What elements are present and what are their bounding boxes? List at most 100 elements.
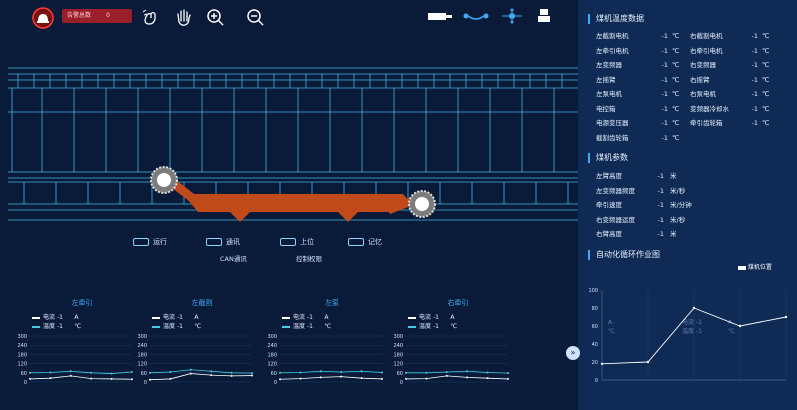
- hydraulic-support-frames: [8, 67, 578, 221]
- temperature-section-title: 煤机温度数据: [588, 14, 644, 24]
- cycle-ghost-b: 电流 -1 温度 -1: [682, 319, 702, 335]
- link-icon[interactable]: [462, 8, 490, 24]
- data-point: [405, 377, 407, 380]
- mini-chart-right-traction: 右牵引 电流 -1 A 温度 -1 ℃ 300 240 180 120 60 0: [388, 296, 509, 406]
- data-point: [784, 315, 788, 319]
- temp-label: 电源变压器: [596, 119, 629, 127]
- y-tick-label: 100: [588, 288, 598, 294]
- temp-value: -1: [661, 133, 668, 142]
- temp-label: 左摇臂: [596, 75, 616, 84]
- y-tick-label: 300: [137, 334, 147, 340]
- right-info-panel: 煤机温度数据 左截割电机 -1 ℃ 右截割电机 -1 ℃ 左牵引电机 -1 ℃ 右牵引电机 -1 ℃ 左…: [578, 0, 797, 410]
- legend-host-label: 上位: [300, 238, 314, 246]
- param-value: -1: [657, 215, 664, 224]
- temp-value: -1: [661, 61, 668, 69]
- mini-line-chart: 300 240 180 120 60 0: [393, 334, 509, 386]
- legend-run-label: 运行: [153, 238, 167, 246]
- temp-label: 右截割电机: [690, 32, 723, 40]
- y-tick-label: 120: [267, 362, 277, 368]
- temperature-row: 左牵引电机 -1 ℃ 右牵引电机 -1 ℃: [596, 45, 774, 55]
- data-point: [466, 376, 469, 379]
- cycle-ghost-a: A ℃: [608, 319, 615, 335]
- y-tick-label: 60: [271, 371, 277, 377]
- temp-unit: ℃: [672, 61, 680, 69]
- data-point: [189, 372, 192, 375]
- zoom-in-icon[interactable]: [204, 6, 226, 28]
- data-point: [405, 371, 407, 374]
- temp-legend: 温度 -1 ℃: [152, 321, 201, 330]
- data-point: [169, 377, 172, 380]
- y-tick-label: 180: [267, 352, 277, 358]
- param-value: -1: [657, 201, 664, 209]
- temp-value: -1: [751, 90, 758, 98]
- current-legend: 电流 -1 A: [282, 312, 328, 321]
- series-line: [405, 375, 509, 380]
- zoom-out-icon[interactable]: [244, 6, 266, 28]
- data-point: [360, 370, 363, 373]
- status-indicator-icon: [348, 238, 364, 246]
- temp-legend: 温度 -1 ℃: [282, 321, 331, 330]
- alarm-bell-icon[interactable]: [28, 6, 58, 30]
- data-point: [49, 371, 52, 374]
- y-tick-label: 120: [17, 362, 27, 368]
- data-point: [90, 371, 93, 374]
- params-section-title: 煤机参数: [588, 153, 628, 163]
- data-point: [230, 371, 233, 374]
- cycle-legend: 煤机位置: [738, 262, 772, 271]
- data-point: [169, 371, 172, 374]
- temp-unit: ℃: [762, 119, 770, 127]
- data-point: [299, 377, 302, 380]
- param-row: 右臂高度 -1 米: [596, 228, 677, 238]
- data-point: [738, 324, 742, 328]
- data-point: [279, 378, 281, 381]
- y-tick-label: 0: [400, 380, 403, 386]
- temp-label: 左泵电机: [596, 90, 622, 98]
- param-value: -1: [657, 186, 664, 195]
- device-icon[interactable]: [426, 8, 454, 24]
- y-tick-label: 60: [21, 371, 27, 377]
- temp-unit: ℃: [762, 46, 770, 55]
- data-point: [466, 370, 469, 373]
- current-legend: 电流 -1 A: [408, 312, 454, 321]
- data-point: [445, 374, 448, 377]
- temp-value: -1: [751, 32, 758, 40]
- network-node-icon[interactable]: [498, 8, 526, 24]
- y-tick-label: 80: [592, 306, 598, 312]
- y-tick-label: 60: [141, 371, 147, 377]
- data-point: [340, 371, 343, 374]
- temp-unit: ℃: [762, 104, 770, 113]
- temp-value: -1: [661, 75, 668, 84]
- temp-value: -1: [751, 104, 758, 113]
- temperature-row: 截割齿轮箱 -1 ℃: [596, 132, 774, 142]
- alarm-count: 0: [106, 12, 110, 19]
- mini-line-chart: 300 240 180 120 60 0: [267, 334, 383, 386]
- param-value: -1: [657, 230, 664, 238]
- hand-wave-icon[interactable]: [140, 6, 162, 28]
- mini-chart-title: 右牵引: [447, 299, 469, 307]
- hand-stop-icon[interactable]: [172, 6, 194, 28]
- temperature-row: 左变频器 -1 ℃ 右变频器 -1 ℃: [596, 59, 774, 69]
- temp-label: 左牵引电机: [596, 46, 629, 55]
- data-point: [210, 370, 213, 373]
- alarm-count-badge[interactable]: 告警总数 0: [62, 9, 132, 23]
- shearer-machine-diagram: [8, 67, 578, 222]
- cycle-line-chart: 100 80 60 40 20 0: [588, 288, 788, 384]
- data-point: [486, 377, 489, 380]
- temp-value: -1: [661, 104, 668, 113]
- series-line: [406, 370, 509, 374]
- y-tick-label: 180: [17, 352, 27, 358]
- y-tick-label: 120: [393, 362, 403, 368]
- robot-icon[interactable]: [530, 8, 558, 24]
- data-point: [69, 370, 72, 373]
- data-point: [299, 371, 302, 374]
- cycle-section-title: 自动化循环作业图: [588, 250, 660, 260]
- y-tick-label: 20: [592, 360, 598, 366]
- series-line: [279, 376, 383, 380]
- temp-unit: ℃: [762, 32, 770, 40]
- temperature-row: 左摇臂 -1 ℃ 右摇臂 -1 ℃: [596, 74, 774, 84]
- temp-label: 截割齿轮箱: [596, 133, 629, 142]
- y-tick-label: 0: [24, 380, 27, 386]
- collapse-panel-button[interactable]: »: [566, 346, 580, 360]
- data-point: [381, 377, 383, 380]
- data-point: [251, 374, 253, 377]
